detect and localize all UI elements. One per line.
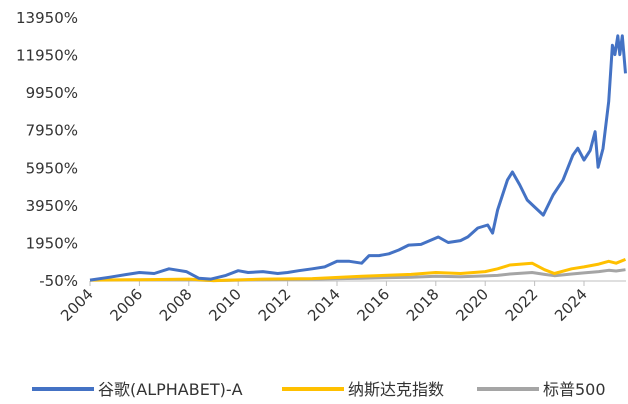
x-tick-label: 2010 <box>205 285 245 325</box>
x-tick-label: 2020 <box>452 285 492 325</box>
series-line <box>89 34 627 282</box>
x-tick-label: 2004 <box>57 285 97 325</box>
legend-label: 标普500 <box>543 380 606 399</box>
y-tick-label: 11950% <box>16 47 78 65</box>
x-tick-label: 2014 <box>304 285 344 325</box>
x-tick-label: 2016 <box>354 285 394 325</box>
x-tick-label: 2018 <box>403 285 443 325</box>
y-tick-label: -50% <box>39 272 78 290</box>
x-tick-label: 2024 <box>551 285 591 325</box>
y-tick-label: 7950% <box>26 122 78 140</box>
x-tick-label: 2022 <box>502 285 542 325</box>
legend-label: 谷歌(ALPHABET)-A <box>98 380 243 399</box>
y-tick-label: 3950% <box>26 197 78 215</box>
y-tick-label: 1950% <box>26 234 78 252</box>
y-tick-label: 13950% <box>16 9 78 27</box>
legend-label: 纳斯达克指数 <box>348 380 444 399</box>
x-tick-label: 2012 <box>255 285 295 325</box>
y-tick-label: 9950% <box>26 84 78 102</box>
x-tick-label: 2008 <box>156 285 196 325</box>
x-tick-label: 2006 <box>106 285 146 325</box>
series-line <box>89 258 627 283</box>
y-tick-label: 5950% <box>26 159 78 177</box>
